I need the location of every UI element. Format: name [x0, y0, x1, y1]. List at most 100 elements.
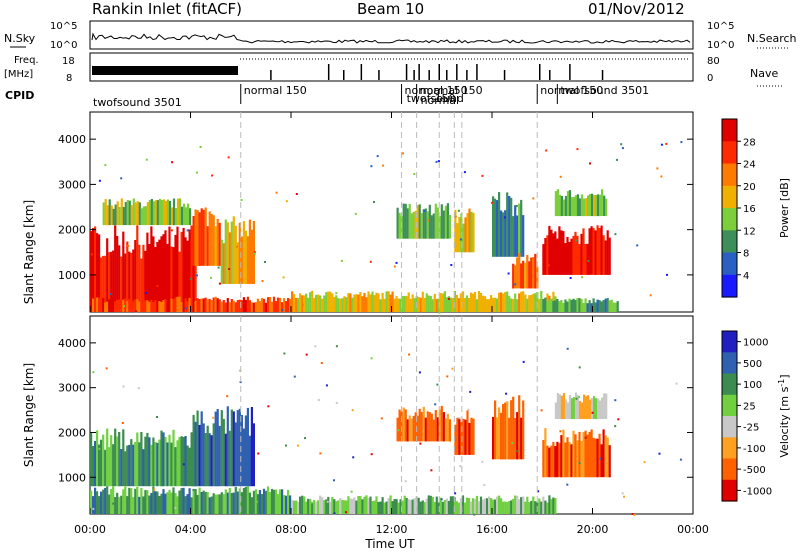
data-cell: [190, 297, 193, 312]
data-cell: [144, 436, 147, 487]
data-cell: [560, 300, 563, 312]
data-cell: [158, 239, 161, 309]
data-cell: [242, 221, 245, 284]
data-cell: [578, 432, 581, 478]
data-speckle: [649, 294, 652, 297]
data-cell: [198, 299, 201, 312]
data-cell: [272, 489, 276, 514]
data-cell: [592, 228, 595, 275]
data-cell: [281, 302, 284, 312]
data-cell: [532, 496, 535, 514]
data-cell: [570, 444, 573, 478]
data-speckle: [616, 158, 618, 161]
data-cell: [240, 300, 243, 312]
data-cell: [512, 216, 515, 257]
data-cell: [230, 492, 233, 514]
data-cell: [572, 397, 576, 420]
data-cell: [244, 299, 247, 312]
data-cell: [232, 492, 235, 514]
data-cell: [359, 496, 362, 514]
data-cell: [174, 447, 177, 487]
data-cell: [532, 257, 535, 289]
data-cell: [500, 210, 503, 257]
data-cell: [216, 218, 219, 266]
nave-label: Nave: [750, 67, 778, 80]
data-cell: [568, 394, 572, 420]
data-speckle: [144, 292, 147, 295]
data-cell: [181, 206, 184, 226]
data-cell: [301, 495, 304, 514]
data-cell: [562, 393, 566, 419]
data-cell: [329, 501, 332, 514]
data-cell: [490, 498, 493, 514]
data-cell: [214, 494, 217, 514]
colorbar-segment: [722, 208, 737, 231]
data-cell: [164, 299, 167, 312]
data-cell: [456, 417, 459, 455]
data-cell: [576, 235, 579, 275]
data-cell: [208, 211, 211, 266]
data-cell: [524, 262, 527, 289]
data-cell: [285, 301, 288, 312]
data-cell: [357, 496, 360, 514]
data-cell: [327, 496, 330, 514]
data-cell: [174, 208, 178, 226]
data-cell: [496, 496, 499, 514]
data-cell: [333, 499, 336, 514]
data-cell: [506, 291, 509, 312]
data-cell: [383, 502, 386, 514]
data-cell: [542, 496, 545, 514]
data-cell: [264, 302, 268, 312]
y-tick-label: 4000: [58, 133, 86, 146]
data-cell: [214, 411, 217, 487]
data-cell: [120, 449, 123, 487]
data-cell: [556, 299, 559, 312]
data-cell: [427, 295, 430, 312]
data-cell: [608, 300, 611, 312]
data-speckle: [351, 409, 354, 412]
data-cell: [120, 256, 123, 309]
data-speckle: [335, 292, 338, 295]
cpid-overlap-label: 150: [435, 92, 456, 105]
data-cell: [424, 208, 427, 239]
data-cell: [216, 494, 219, 514]
data-cell: [524, 501, 527, 514]
data-cell: [568, 241, 571, 275]
x-tick-label: 00:00: [74, 523, 106, 536]
data-cell: [459, 498, 462, 514]
data-speckle: [515, 205, 518, 207]
data-cell: [486, 299, 489, 312]
data-cell: [355, 500, 358, 514]
data-cell: [178, 437, 181, 487]
data-cell: [479, 496, 483, 514]
data-cell: [544, 500, 547, 514]
data-cell: [590, 226, 593, 275]
data-cell: [496, 298, 499, 312]
data-cell: [596, 225, 599, 275]
data-cell: [594, 438, 597, 478]
data-cell: [214, 296, 217, 312]
data-cell: [323, 295, 326, 312]
data-cell: [240, 236, 243, 284]
data-cell: [421, 291, 424, 312]
data-cell: [325, 292, 328, 312]
data-cell: [432, 213, 435, 239]
data-cell: [426, 411, 429, 442]
data-cell: [600, 444, 603, 478]
data-cell: [178, 296, 181, 312]
data-cell: [534, 293, 537, 312]
data-speckle: [373, 201, 375, 203]
data-cell: [206, 226, 209, 266]
data-cell: [542, 440, 545, 478]
data-speckle: [587, 260, 590, 262]
data-cell: [510, 197, 513, 257]
data-speckle: [255, 500, 258, 503]
data-cell: [156, 491, 159, 514]
data-cell: [220, 410, 223, 487]
data-cell: [589, 194, 592, 217]
data-cell: [228, 302, 231, 312]
data-cell: [587, 395, 590, 419]
colorbar-segment: [722, 141, 737, 165]
data-cell: [470, 211, 473, 253]
data-cell: [488, 299, 491, 312]
